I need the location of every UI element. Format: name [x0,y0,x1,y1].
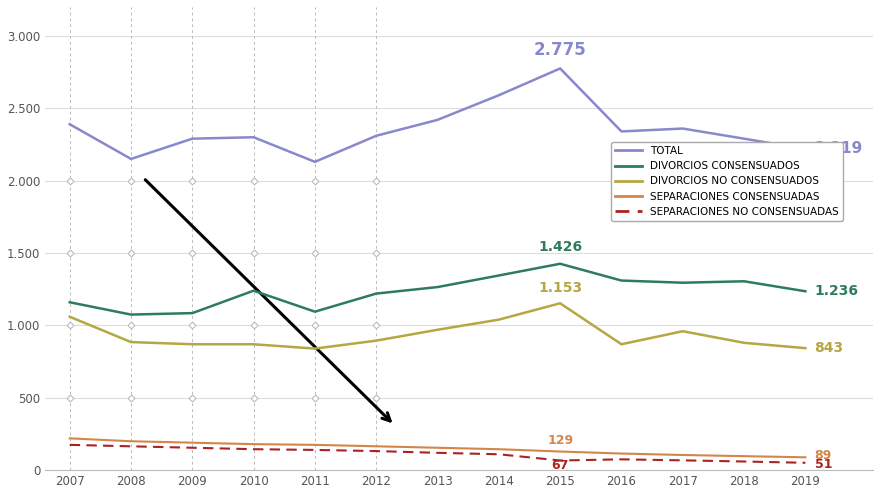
Text: 843: 843 [815,341,844,355]
Text: 1.426: 1.426 [538,241,583,254]
Text: 51: 51 [815,458,832,471]
Text: 129: 129 [547,434,573,446]
Text: 2.775: 2.775 [534,41,586,59]
Text: 89: 89 [815,449,832,462]
Text: 1.153: 1.153 [538,281,583,295]
Legend: TOTAL, DIVORCIOS CONSENSUADOS, DIVORCIOS NO CONSENSUADOS, SEPARACIONES CONSENSUA: TOTAL, DIVORCIOS CONSENSUADOS, DIVORCIOS… [612,142,843,221]
Text: 1.236: 1.236 [815,284,859,298]
Text: 2.219: 2.219 [815,142,862,156]
Text: 67: 67 [552,459,568,472]
